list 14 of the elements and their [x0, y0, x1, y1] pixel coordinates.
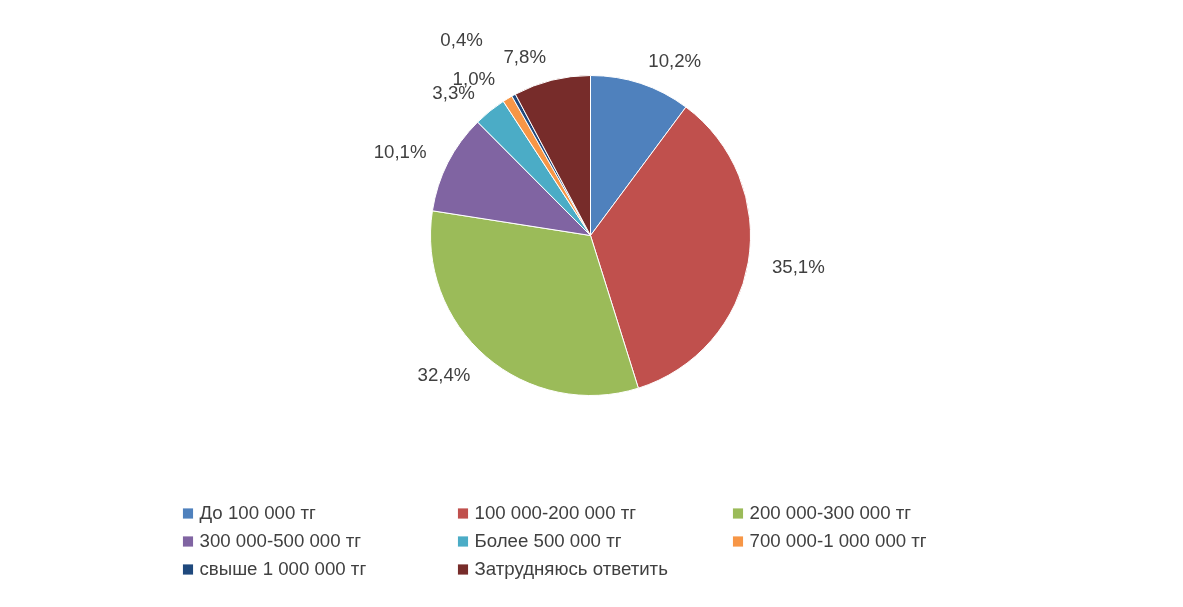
data-label: 7,8%: [503, 46, 546, 68]
legend-label: свыше 1 000 000 тг: [199, 558, 368, 580]
legend-label: 700 000-1 000 000 тг: [749, 530, 928, 552]
legend-label: 100 000-200 000 тг: [474, 502, 638, 524]
legend-label: До 100 000 тг: [199, 502, 317, 524]
data-label: 10,1%: [373, 141, 427, 163]
data-label: 32,4%: [417, 364, 471, 386]
data-label: 10,2%: [648, 50, 702, 72]
legend-label: 200 000-300 000 тг: [749, 502, 913, 524]
legend-label: 300 000-500 000 тг: [199, 530, 363, 552]
legend-label: Более 500 000 тг: [474, 530, 623, 552]
data-label: 35,1%: [771, 255, 825, 277]
legend-label: Затрудняюсь ответить: [474, 558, 669, 580]
data-label: 0,4%: [440, 28, 483, 50]
